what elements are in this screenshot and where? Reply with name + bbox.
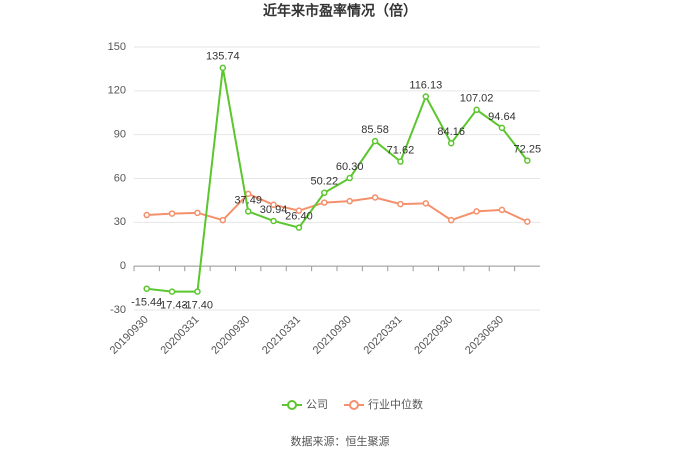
point (143, 285, 150, 292)
data-label: -15.44 (131, 297, 162, 309)
data-label: 30.94 (260, 204, 288, 216)
data-label: 116.13 (409, 79, 442, 91)
data-label: 26.40 (285, 210, 313, 222)
point (168, 210, 176, 217)
x-tick-label: 20190930 (108, 314, 151, 357)
x-tick-label: 20230630 (463, 314, 506, 357)
line (146, 192, 528, 223)
point (422, 93, 430, 100)
point (219, 64, 227, 72)
x-tick-label: 20200331 (159, 314, 202, 357)
data-label: 135.74 (206, 51, 240, 63)
data-label: -17.43 (156, 300, 187, 312)
data-label: 72.25 (514, 144, 542, 156)
point (244, 208, 252, 215)
data-label: -17.40 (182, 299, 213, 311)
legend-label: 公司 (306, 399, 328, 411)
point (168, 288, 176, 295)
point (524, 157, 531, 164)
point (346, 174, 353, 182)
data-label: 107.02 (460, 93, 494, 105)
source: 数据来源：恒生聚源 (291, 434, 390, 448)
data-label: 85.58 (361, 124, 389, 136)
point (397, 158, 404, 165)
legend-item: 公司 (282, 399, 328, 411)
y-tick-label: -30 (110, 304, 126, 316)
point (270, 217, 277, 225)
point (194, 288, 201, 295)
legend-marker (349, 400, 359, 410)
point (346, 197, 353, 205)
point (371, 137, 379, 145)
point (219, 216, 227, 224)
point (270, 201, 277, 209)
y-tick-label: 0 (120, 260, 126, 272)
point (473, 106, 480, 114)
point (194, 209, 201, 217)
legend-item: 行业中位数 (344, 397, 423, 411)
data-label: 37.49 (234, 194, 262, 206)
point (422, 200, 430, 207)
y-tick-label: 120 (108, 85, 126, 97)
point (447, 216, 455, 224)
data-label: 71.62 (387, 144, 415, 156)
line (146, 67, 529, 293)
y-tick-label: 30 (114, 216, 126, 228)
data-label: 94.64 (488, 111, 516, 123)
data-label: 60.30 (336, 161, 364, 173)
x-tick-label: 20220331 (362, 314, 405, 357)
y-tick-label: 60 (114, 172, 126, 184)
legend-label: 行业中位数 (368, 397, 423, 411)
legend-marker (287, 400, 297, 410)
point (321, 189, 328, 197)
y-tick-label: 90 (114, 129, 126, 141)
point (295, 224, 303, 231)
y-tick-label: 150 (108, 41, 126, 53)
point (397, 200, 404, 208)
point (498, 124, 506, 132)
point (447, 139, 455, 147)
x-tick-label: 20210331 (260, 314, 303, 357)
point (295, 207, 303, 214)
point (524, 218, 531, 225)
chart-title: 近年来市盈率情况（倍） (263, 3, 417, 19)
point (321, 199, 328, 206)
data-label: 50.22 (311, 176, 339, 188)
x-tick-label: 20210930 (311, 314, 354, 357)
point (143, 211, 150, 219)
data-label: 84.16 (437, 126, 465, 138)
point (371, 194, 379, 201)
x-tick-label: 20220930 (412, 314, 455, 357)
x-tick-label: 20200930 (209, 314, 252, 357)
point (473, 208, 480, 215)
point (498, 206, 506, 214)
